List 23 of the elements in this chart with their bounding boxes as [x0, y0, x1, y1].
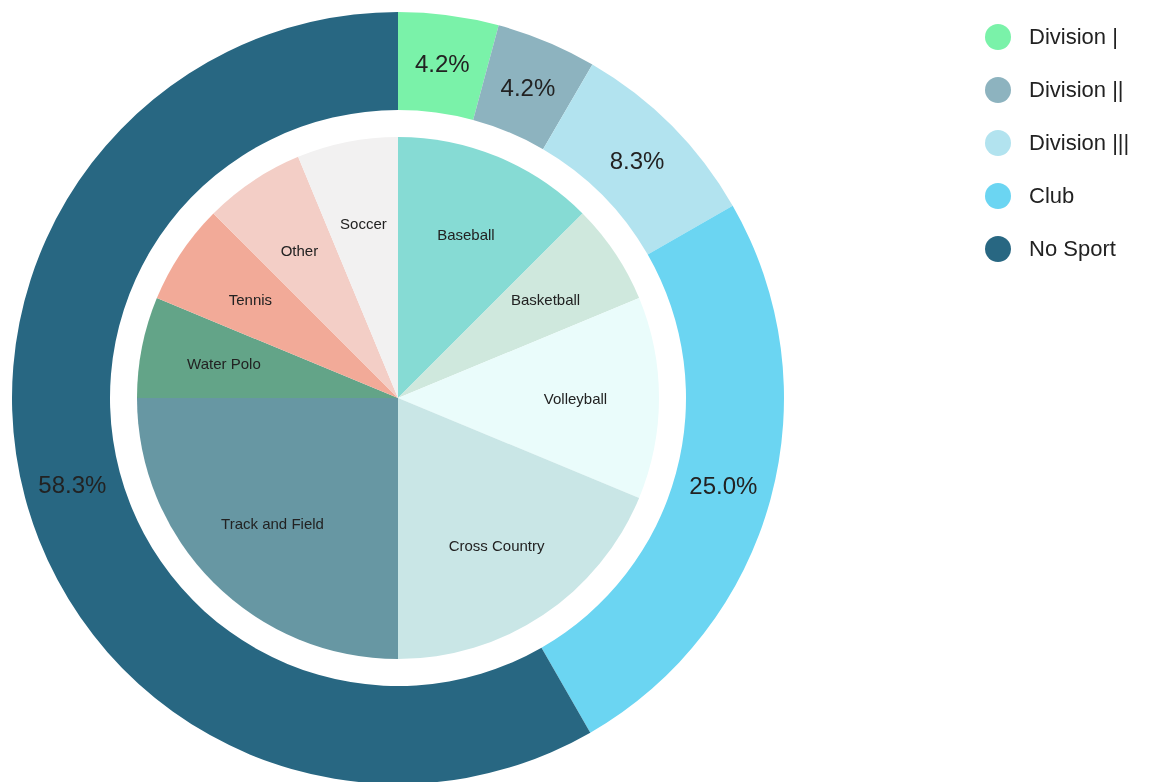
slice-label: Basketball — [510, 290, 581, 308]
legend-label: Club — [1029, 182, 1075, 209]
pie-slice — [137, 398, 398, 659]
data-label: 4.2% — [500, 73, 556, 101]
donut-slice — [398, 12, 499, 120]
legend-label: No Sport — [1029, 235, 1116, 262]
legend-label: Division ||| — [1029, 129, 1130, 156]
slice-label: Baseball — [437, 225, 495, 243]
legend-label: Division | — [1029, 23, 1118, 50]
slice-label: Cross Country — [448, 537, 546, 555]
slice-label: Water Polo — [187, 354, 261, 372]
slice-label: Tennis — [228, 290, 273, 308]
data-label: 58.3% — [38, 471, 107, 499]
slice-label: Volleyball — [543, 389, 608, 407]
data-label: 4.2% — [414, 50, 470, 78]
data-label: 25.0% — [689, 472, 758, 500]
pie-slice — [156, 213, 398, 398]
data-label: 8.3% — [609, 146, 665, 174]
slice-label: Track and Field — [221, 515, 324, 532]
legend-label: Division || — [1029, 76, 1124, 103]
slice-label: Other — [280, 241, 319, 259]
donut-slice — [473, 25, 593, 150]
slice-label: Soccer — [340, 215, 387, 233]
